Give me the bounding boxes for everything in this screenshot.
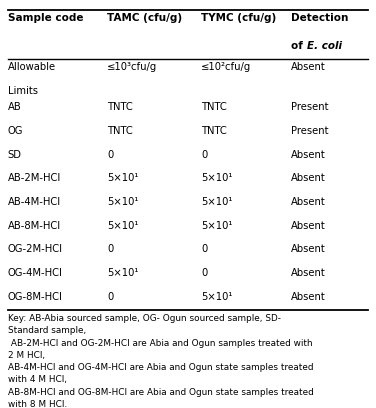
Text: 5×10¹: 5×10¹ bbox=[107, 197, 138, 207]
Text: OG-2M-HCl: OG-2M-HCl bbox=[8, 244, 62, 255]
Text: 0: 0 bbox=[201, 150, 208, 160]
Text: AB-4M-HCl: AB-4M-HCl bbox=[8, 197, 61, 207]
Text: of: of bbox=[291, 41, 307, 51]
Text: 2 M HCl,: 2 M HCl, bbox=[8, 351, 45, 360]
Text: Allowable: Allowable bbox=[8, 62, 56, 73]
Text: TNTC: TNTC bbox=[107, 102, 133, 113]
Text: Absent: Absent bbox=[291, 173, 326, 184]
Text: TAMC (cfu/g): TAMC (cfu/g) bbox=[107, 13, 182, 24]
Text: Limits: Limits bbox=[8, 86, 38, 96]
Text: Absent: Absent bbox=[291, 150, 326, 160]
Text: Absent: Absent bbox=[291, 268, 326, 278]
Text: Absent: Absent bbox=[291, 197, 326, 207]
Text: ≤10²cfu/g: ≤10²cfu/g bbox=[201, 62, 252, 73]
Text: Present: Present bbox=[291, 126, 329, 136]
Text: 5×10¹: 5×10¹ bbox=[107, 173, 138, 184]
Text: Absent: Absent bbox=[291, 292, 326, 302]
Text: OG: OG bbox=[8, 126, 23, 136]
Text: OG-8M-HCl: OG-8M-HCl bbox=[8, 292, 62, 302]
Text: Present: Present bbox=[291, 102, 329, 113]
Text: Sample code: Sample code bbox=[8, 13, 83, 24]
Text: AB-4M-HCl and OG-4M-HCl are Abia and Ogun state samples treated: AB-4M-HCl and OG-4M-HCl are Abia and Ogu… bbox=[8, 363, 313, 372]
Text: with 4 M HCl,: with 4 M HCl, bbox=[8, 375, 67, 384]
Text: Key: AB-Abia sourced sample, OG- Ogun sourced sample, SD-: Key: AB-Abia sourced sample, OG- Ogun so… bbox=[8, 314, 280, 323]
Text: OG-4M-HCl: OG-4M-HCl bbox=[8, 268, 62, 278]
Text: SD: SD bbox=[8, 150, 21, 160]
Text: AB: AB bbox=[8, 102, 21, 113]
Text: 5×10¹: 5×10¹ bbox=[201, 197, 232, 207]
Text: 0: 0 bbox=[201, 244, 208, 255]
Text: TNTC: TNTC bbox=[201, 102, 227, 113]
Text: 5×10¹: 5×10¹ bbox=[201, 221, 232, 231]
Text: Absent: Absent bbox=[291, 221, 326, 231]
Text: 5×10¹: 5×10¹ bbox=[201, 173, 232, 184]
Text: 0: 0 bbox=[107, 244, 114, 255]
Text: AB-2M-HCl and OG-2M-HCl are Abia and Ogun samples treated with: AB-2M-HCl and OG-2M-HCl are Abia and Ogu… bbox=[8, 339, 312, 348]
Text: 0: 0 bbox=[107, 292, 114, 302]
Text: AB-8M-HCl: AB-8M-HCl bbox=[8, 221, 61, 231]
Text: Detection: Detection bbox=[291, 13, 349, 24]
Text: Absent: Absent bbox=[291, 62, 326, 73]
Text: TYMC (cfu/g): TYMC (cfu/g) bbox=[201, 13, 276, 24]
Text: Absent: Absent bbox=[291, 244, 326, 255]
Text: AB-2M-HCl: AB-2M-HCl bbox=[8, 173, 61, 184]
Text: E. coli: E. coli bbox=[307, 41, 342, 51]
Text: 5×10¹: 5×10¹ bbox=[107, 268, 138, 278]
Text: Standard sample,: Standard sample, bbox=[8, 326, 86, 335]
Text: TNTC: TNTC bbox=[107, 126, 133, 136]
Text: with 8 M HCl.: with 8 M HCl. bbox=[8, 400, 67, 408]
Text: 5×10¹: 5×10¹ bbox=[107, 221, 138, 231]
Text: 5×10¹: 5×10¹ bbox=[201, 292, 232, 302]
Text: 0: 0 bbox=[201, 268, 208, 278]
Text: TNTC: TNTC bbox=[201, 126, 227, 136]
Text: ≤10³cfu/g: ≤10³cfu/g bbox=[107, 62, 158, 73]
Text: 0: 0 bbox=[107, 150, 114, 160]
Text: AB-8M-HCl and OG-8M-HCl are Abia and Ogun state samples treated: AB-8M-HCl and OG-8M-HCl are Abia and Ogu… bbox=[8, 388, 313, 397]
